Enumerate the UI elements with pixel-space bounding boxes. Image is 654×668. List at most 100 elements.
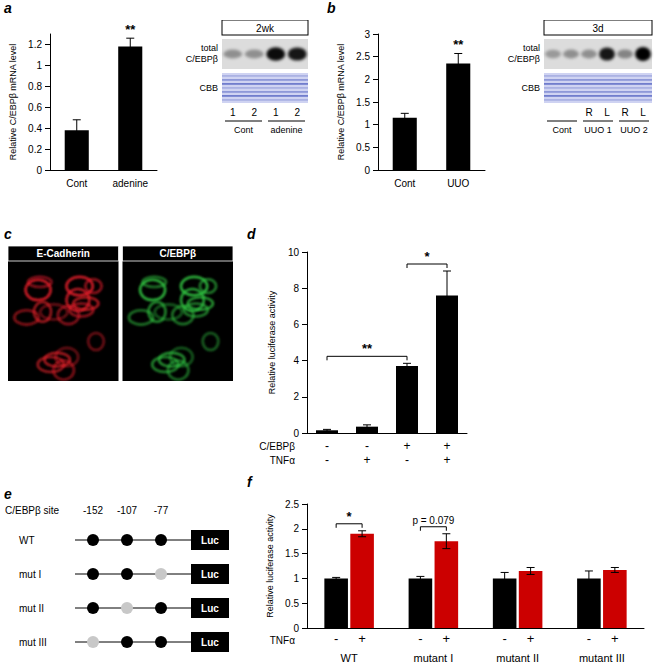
svg-text:+: + [611, 631, 619, 646]
svg-text:UUO 1: UUO 1 [584, 125, 612, 135]
svg-text:1.5: 1.5 [356, 97, 370, 108]
svg-text:2: 2 [294, 107, 300, 118]
svg-text:total: total [523, 43, 540, 53]
svg-text:+: + [443, 439, 450, 453]
svg-text:Relative luciferase activity: Relative luciferase activity [265, 514, 275, 618]
svg-text:+: + [527, 631, 535, 646]
svg-text:-152: -152 [83, 505, 103, 516]
svg-text:2: 2 [293, 391, 299, 402]
svg-text:Cont: Cont [552, 125, 572, 135]
svg-text:-: - [325, 439, 329, 453]
svg-text:UUO: UUO [447, 178, 469, 189]
svg-text:2: 2 [293, 523, 299, 534]
svg-text:0.5: 0.5 [285, 598, 299, 609]
svg-text:0.5: 0.5 [356, 142, 370, 153]
svg-text:1.2: 1.2 [28, 39, 42, 50]
svg-text:WT: WT [341, 652, 358, 664]
svg-text:2: 2 [251, 107, 257, 118]
svg-text:-: - [325, 453, 329, 467]
svg-text:Luc: Luc [201, 535, 219, 546]
svg-text:-: - [502, 631, 506, 646]
svg-text:1: 1 [36, 60, 42, 71]
svg-text:0.2: 0.2 [28, 144, 42, 155]
svg-text:R: R [585, 107, 592, 118]
svg-text:TNFα: TNFα [270, 635, 295, 646]
svg-text:Relative luciferase activity: Relative luciferase activity [267, 290, 277, 394]
svg-text:**: ** [453, 37, 464, 52]
svg-text:C/EBPβ: C/EBPβ [259, 441, 295, 452]
svg-text:R: R [621, 107, 628, 118]
svg-text:0.4: 0.4 [28, 123, 42, 134]
html-text:b: b [327, 0, 336, 16]
svg-text:10: 10 [288, 247, 300, 258]
svg-text:-: - [334, 631, 338, 646]
svg-text:+: + [403, 439, 410, 453]
svg-text:mut III: mut III [19, 637, 47, 648]
svg-text:1: 1 [293, 573, 299, 584]
svg-text:1: 1 [230, 107, 236, 118]
svg-text:*: * [347, 509, 353, 524]
svg-text:p = 0.079: p = 0.079 [412, 515, 454, 526]
svg-text:mut I: mut I [19, 569, 41, 580]
svg-text:+: + [443, 631, 451, 646]
svg-text:-: - [405, 453, 409, 467]
svg-text:-77: -77 [154, 505, 169, 516]
svg-text:2.5: 2.5 [285, 499, 299, 510]
svg-text:1: 1 [273, 107, 279, 118]
svg-text:2: 2 [364, 74, 370, 85]
svg-text:1: 1 [364, 119, 370, 130]
svg-text:0: 0 [293, 428, 299, 439]
svg-text:**: ** [125, 22, 136, 37]
svg-text:L: L [640, 107, 646, 118]
svg-text:2wk: 2wk [256, 23, 275, 34]
svg-text:1.5: 1.5 [285, 548, 299, 559]
svg-text:0: 0 [293, 623, 299, 634]
svg-text:C/EBPβ site: C/EBPβ site [5, 505, 60, 516]
svg-text:L: L [604, 107, 610, 118]
html-text:d: d [247, 226, 256, 242]
svg-text:0: 0 [364, 165, 370, 176]
svg-text:-107: -107 [117, 505, 137, 516]
svg-text:CBB: CBB [521, 83, 540, 93]
svg-text:C/EBPβ: C/EBPβ [159, 248, 196, 259]
svg-text:2.5: 2.5 [356, 51, 370, 62]
svg-text:8: 8 [293, 283, 299, 294]
svg-text:total: total [201, 43, 218, 53]
svg-text:adenine: adenine [270, 125, 302, 135]
svg-text:0.6: 0.6 [28, 102, 42, 113]
svg-text:E-Cadherin: E-Cadherin [37, 248, 90, 259]
svg-text:CBB: CBB [199, 83, 218, 93]
svg-text:mutant I: mutant I [414, 652, 454, 664]
svg-text:Cont: Cont [66, 178, 87, 189]
svg-text:Luc: Luc [201, 603, 219, 614]
svg-text:+: + [358, 631, 366, 646]
svg-text:C/EBPβ: C/EBPβ [508, 54, 540, 64]
svg-text:adenine: adenine [112, 178, 148, 189]
svg-text:Cont: Cont [394, 178, 415, 189]
svg-text:TNFα: TNFα [270, 455, 295, 466]
svg-text:Cont: Cont [234, 125, 254, 135]
svg-text:C/EBPβ: C/EBPβ [186, 54, 218, 64]
svg-text:0: 0 [36, 165, 42, 176]
svg-text:Luc: Luc [201, 637, 219, 648]
svg-text:-: - [365, 439, 369, 453]
svg-text:Relative C/EBPβ mRNA level: Relative C/EBPβ mRNA level [336, 44, 346, 161]
svg-text:mutant III: mutant III [579, 652, 625, 664]
svg-text:Relative C/EBPβ mRNA level: Relative C/EBPβ mRNA level [8, 44, 18, 161]
svg-text:+: + [443, 453, 450, 467]
svg-text:**: ** [362, 341, 373, 356]
svg-text:+: + [363, 453, 370, 467]
svg-text:WT: WT [19, 535, 35, 546]
svg-text:4: 4 [293, 355, 299, 366]
svg-text:3d: 3d [592, 23, 603, 34]
svg-text:6: 6 [293, 319, 299, 330]
svg-text:Luc: Luc [201, 569, 219, 580]
svg-text:0.8: 0.8 [28, 81, 42, 92]
svg-text:3: 3 [364, 29, 370, 40]
svg-text:-: - [418, 631, 422, 646]
svg-text:*: * [424, 249, 430, 264]
svg-text:mutant II: mutant II [496, 652, 539, 664]
svg-text:UUO 2: UUO 2 [620, 125, 648, 135]
svg-text:mut II: mut II [19, 603, 44, 614]
svg-text:-: - [587, 631, 591, 646]
